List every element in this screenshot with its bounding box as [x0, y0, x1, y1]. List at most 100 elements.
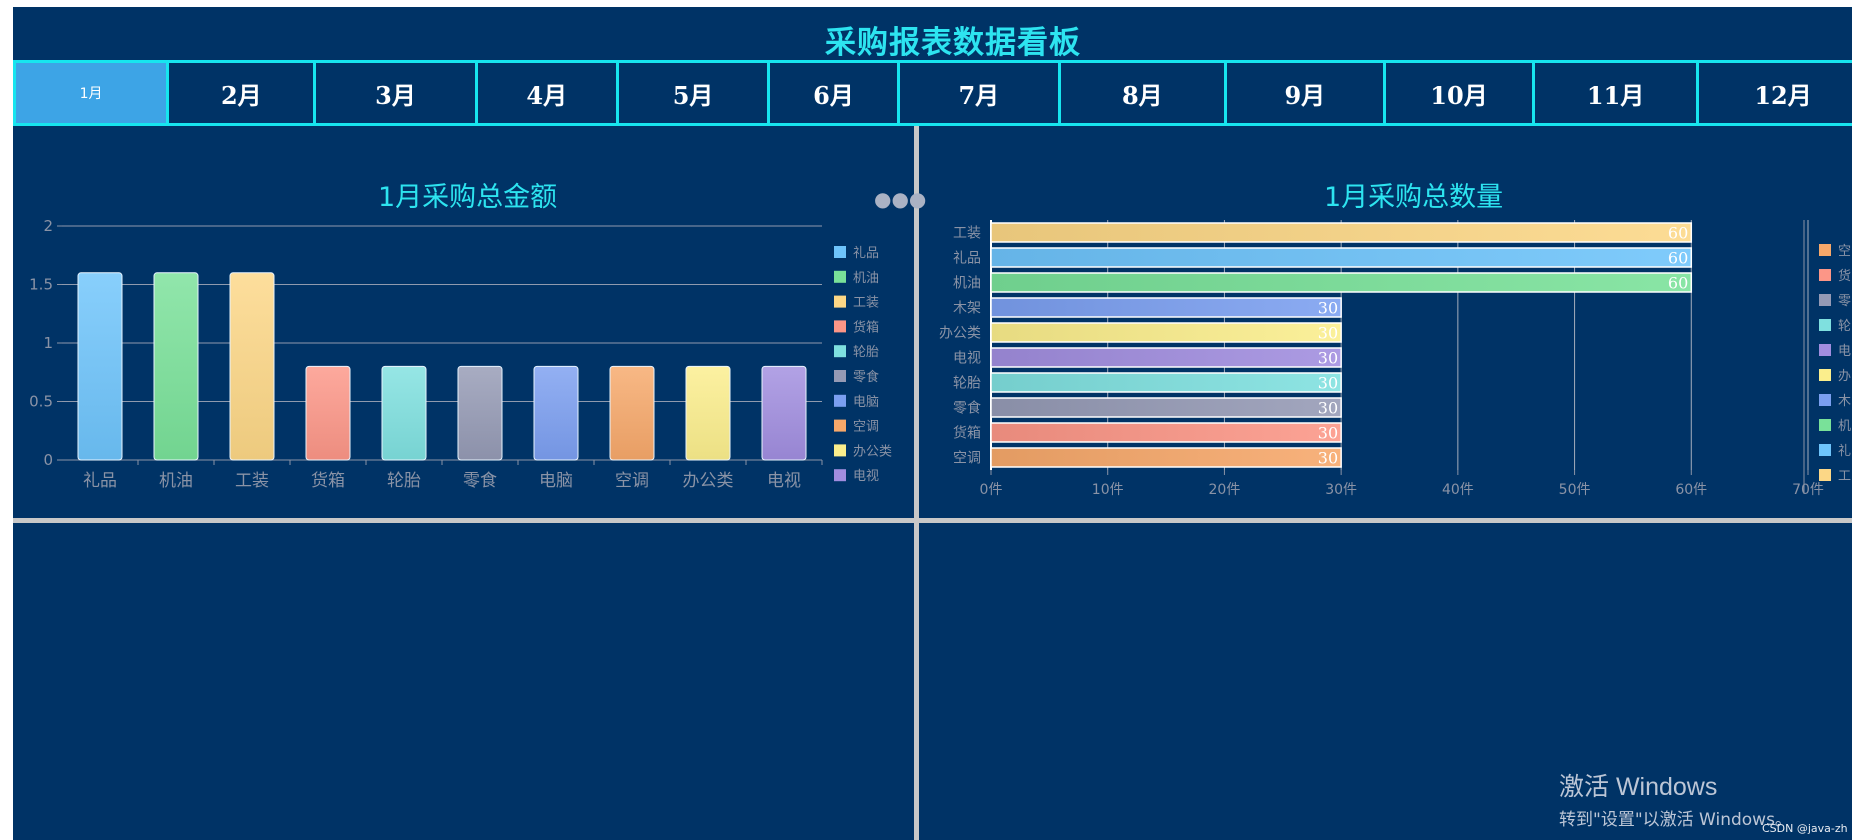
legend-swatch-电视	[834, 469, 846, 482]
tab-month-11[interactable]: 11月	[1535, 63, 1700, 123]
data-label-轮胎: 30	[1318, 374, 1338, 393]
watermark-title: 激活 Windows	[1559, 773, 1718, 801]
y-tick-label: 0	[43, 451, 53, 469]
y-tick-label: 礼品	[953, 251, 981, 267]
tab-month-5[interactable]: 5月	[619, 63, 771, 123]
bar-货箱	[990, 422, 1342, 443]
legend-label-轮胎: 轮胎	[853, 345, 879, 360]
x-tick-label: 40件	[1442, 482, 1474, 498]
tab-month-8[interactable]: 8月	[1061, 63, 1227, 123]
legend-swatch-电脑	[834, 394, 846, 407]
tab-month-9[interactable]: 9月	[1227, 63, 1386, 123]
data-label-零食: 30	[1318, 399, 1338, 418]
more-dots-icon[interactable]: ●●●	[874, 187, 927, 211]
legend-swatch-货箱	[834, 320, 846, 333]
x-tick-label: 20件	[1209, 482, 1241, 498]
bar-轮胎	[381, 365, 427, 461]
x-tick-label: 礼品	[83, 471, 117, 491]
page-title: 采购报表数据看板	[825, 25, 1081, 61]
tab-month-4[interactable]: 4月	[478, 63, 619, 123]
vertical-divider	[914, 126, 919, 840]
legend-swatch-零食	[834, 370, 846, 382]
bar-礼品	[77, 272, 123, 461]
legend-swatch-礼品	[1819, 444, 1831, 456]
amount-chart-title: 1月采购总金额	[378, 182, 558, 213]
bar-办公类	[685, 365, 731, 461]
bar-工装	[229, 272, 275, 461]
legend-label-轮胎: 轮	[1838, 319, 1851, 334]
x-tick-label: 机油	[159, 471, 193, 491]
legend-label-机油: 机油	[853, 271, 879, 286]
legend-label-工装: 工装	[853, 296, 879, 311]
legend-swatch-礼品	[834, 246, 846, 258]
y-tick-label: 1	[43, 334, 53, 352]
legend-label-办公类: 办	[1838, 369, 1851, 384]
bar-空调	[609, 365, 655, 461]
y-tick-label: 空调	[953, 451, 981, 467]
legend-swatch-电视	[1819, 344, 1831, 356]
bar-机油	[153, 272, 199, 461]
watermark-subtitle: 转到"设置"以激活 Windows。	[1559, 810, 1792, 830]
x-tick-label: 10件	[1092, 482, 1124, 498]
y-tick-label: 工装	[953, 226, 981, 242]
legend-swatch-机油	[1819, 419, 1831, 431]
y-tick-label: 货箱	[953, 425, 981, 442]
bar-电脑	[533, 365, 579, 461]
legend-label-礼品: 礼	[1838, 443, 1851, 459]
legend-label-办公类: 办公类	[853, 444, 892, 459]
legend-swatch-空调	[834, 419, 846, 432]
bar-木架	[990, 297, 1342, 318]
tab-month-7[interactable]: 7月	[900, 63, 1061, 123]
bar-办公类	[990, 322, 1342, 343]
legend-label-机油: 机	[1838, 419, 1851, 434]
legend-swatch-机油	[834, 270, 846, 283]
legend-label-电脑: 电脑	[853, 395, 879, 410]
month-tab-bar: 1月 2月 3月 4月 5月 6月 7月 8月 9月 10月 11月 12月	[13, 60, 1852, 126]
tab-month-6[interactable]: 6月	[770, 63, 900, 123]
tab-month-1[interactable]: 1月	[16, 63, 170, 123]
legend-label-货箱: 货箱	[853, 319, 879, 335]
data-label-货箱: 30	[1318, 424, 1338, 443]
x-tick-label: 零食	[463, 471, 497, 491]
legend-swatch-工装	[1819, 469, 1831, 481]
horizontal-divider	[13, 518, 1852, 523]
x-tick-label: 50件	[1559, 482, 1591, 498]
y-tick-label: 1.5	[29, 276, 53, 294]
quantity-bar-chart: 0件 10件 20件 30件 40件 50件 60件 70件 30 空调 30 货箱 30 零食 30 轮胎 3…	[939, 220, 1851, 498]
legend-label-工装: 工	[1838, 469, 1851, 484]
x-tick-label: 电脑	[539, 471, 573, 491]
quantity-chart-title: 1月采购总数量	[1324, 182, 1504, 213]
y-tick-label: 零食	[953, 400, 981, 417]
legend-label-空调: 空	[1838, 244, 1851, 259]
bar-货箱	[305, 365, 351, 461]
bar-轮胎	[990, 372, 1342, 393]
bar-工装	[990, 222, 1693, 243]
data-label-礼品: 60	[1668, 249, 1688, 268]
legend-swatch-办公类	[1819, 369, 1831, 381]
tab-month-10[interactable]: 10月	[1386, 63, 1536, 123]
tab-month-2[interactable]: 2月	[169, 63, 317, 123]
bar-零食	[990, 397, 1342, 418]
data-label-电视: 30	[1318, 349, 1338, 368]
legend-swatch-工装	[834, 295, 846, 308]
legend-swatch-轮胎	[834, 345, 846, 358]
tab-month-3[interactable]: 3月	[316, 63, 478, 123]
legend-swatch-轮胎	[1819, 319, 1831, 331]
y-tick-label: 轮胎	[953, 376, 981, 392]
tab-month-12[interactable]: 12月	[1699, 63, 1852, 123]
x-tick-label: 办公类	[683, 471, 734, 491]
y-tick-label: 木架	[953, 301, 981, 317]
legend-label-货箱: 货	[1838, 268, 1851, 284]
legend-label-木架: 木	[1838, 394, 1851, 409]
y-tick-label: 机油	[953, 276, 981, 292]
csdn-credit: CSDN @java-zh	[1762, 822, 1848, 835]
legend-label-电视: 电视	[853, 469, 879, 484]
data-label-机油: 60	[1668, 274, 1688, 293]
y-tick-label: 0.5	[29, 393, 53, 411]
x-tick-label: 工装	[235, 471, 269, 491]
y-tick-label: 电视	[953, 351, 981, 367]
x-tick-label: 30件	[1325, 482, 1357, 498]
y-tick-label: 办公类	[939, 326, 981, 342]
x-tick-label: 轮胎	[387, 471, 421, 491]
